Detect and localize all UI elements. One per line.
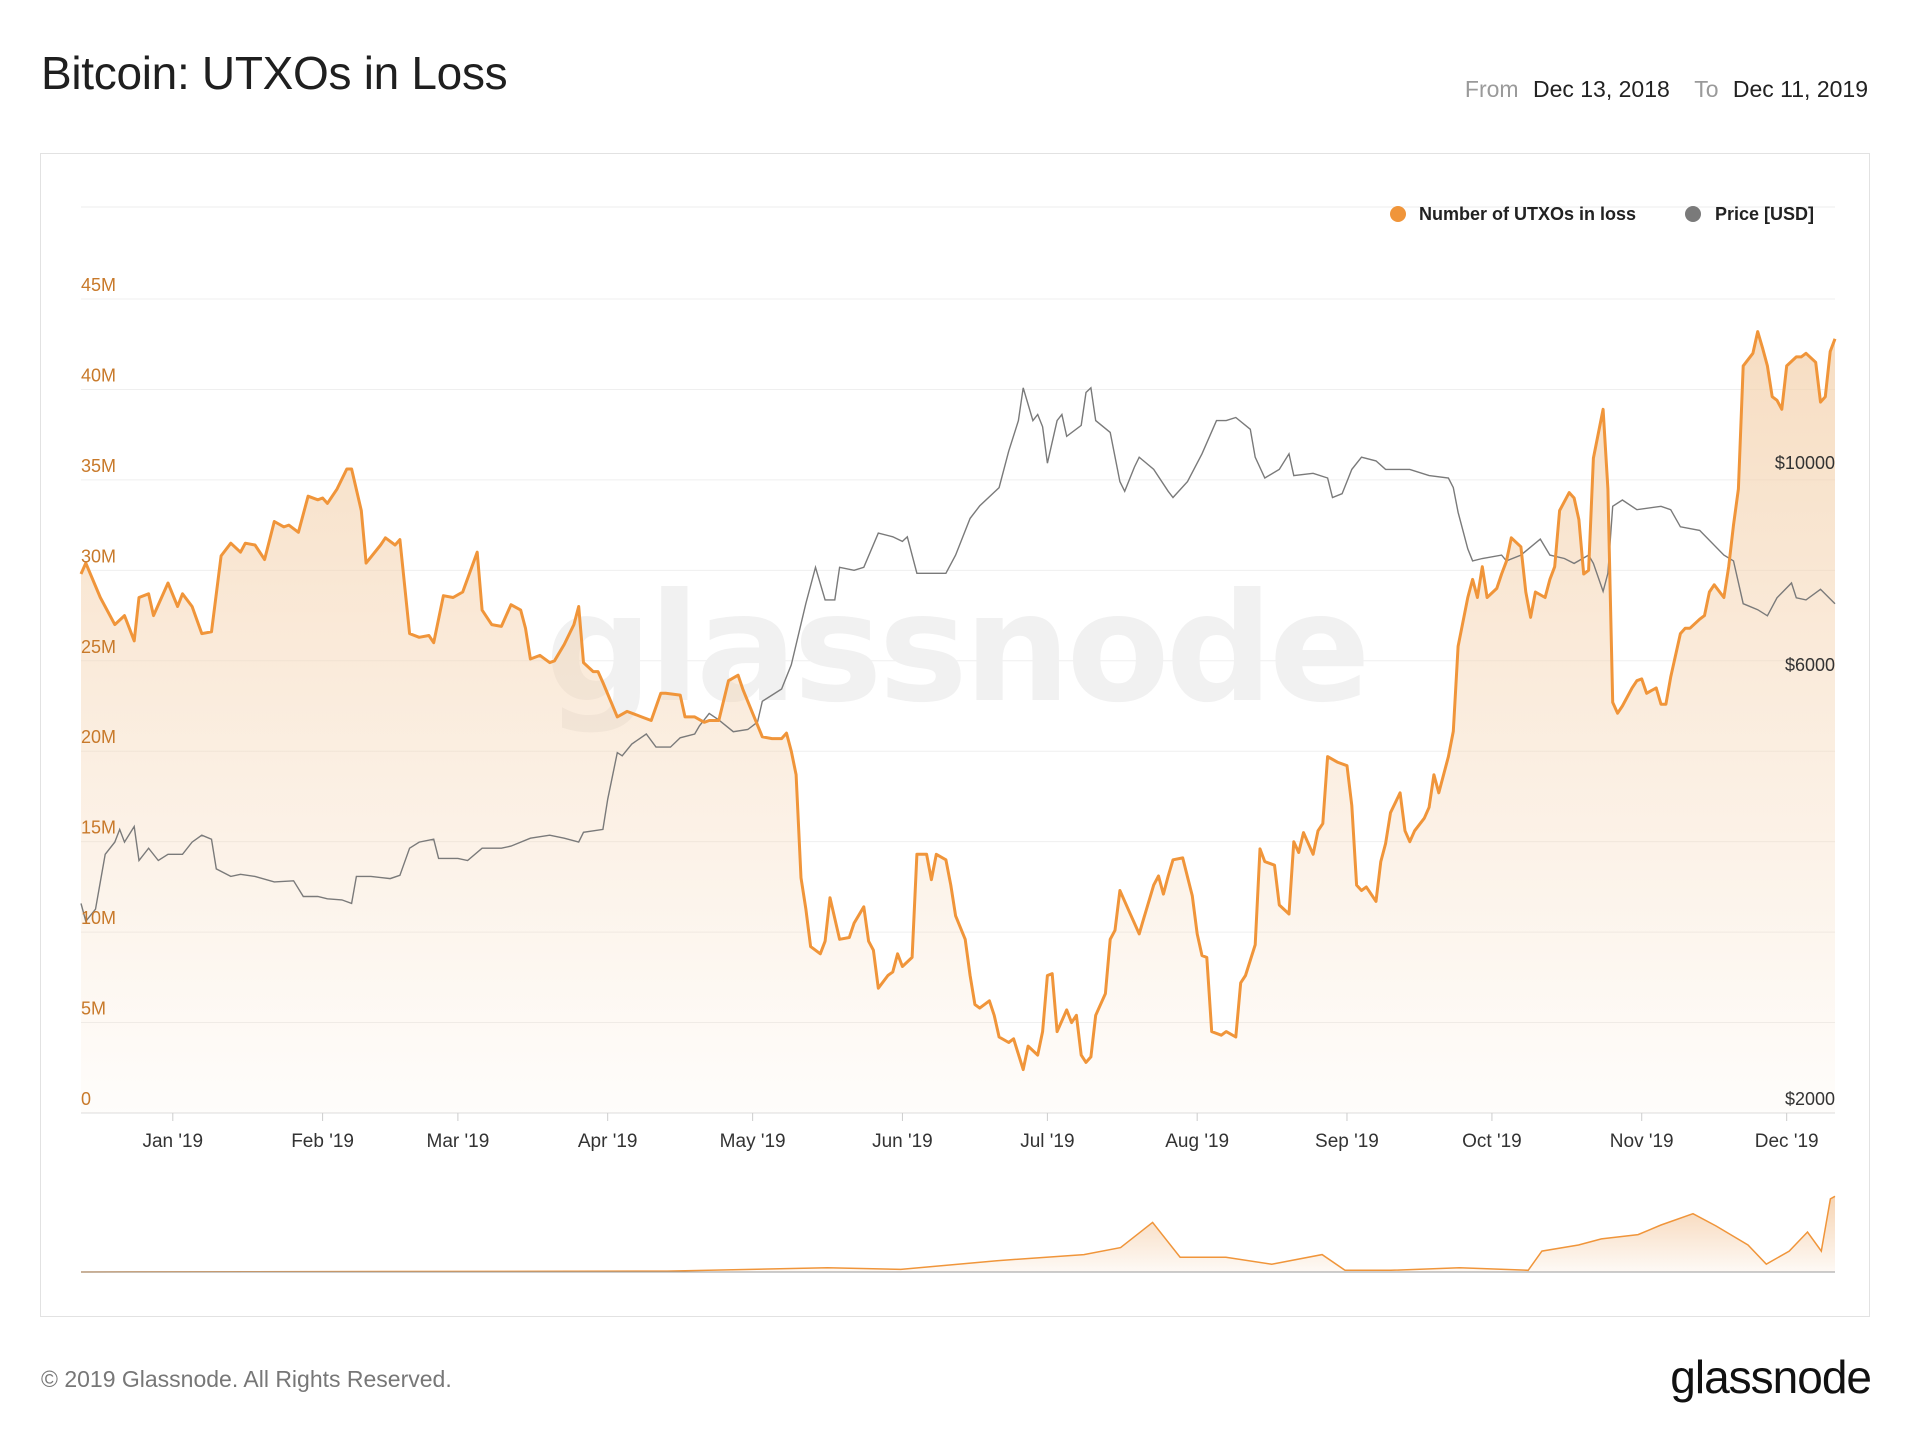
x-tick-label: Nov '19 bbox=[1610, 1131, 1674, 1152]
to-label: To bbox=[1694, 76, 1719, 102]
x-tick-label: Jun '19 bbox=[872, 1131, 933, 1152]
y-left-tick-label: 45M bbox=[81, 275, 116, 295]
y-left-tick-label: 25M bbox=[81, 637, 116, 657]
utxo-area bbox=[81, 331, 1835, 1114]
y-left-tick-label: 15M bbox=[81, 818, 116, 838]
legend-dot-utxos bbox=[1390, 206, 1406, 222]
y-right-tick-label: $10000 bbox=[1775, 453, 1835, 473]
y-left-tick-label: 5M bbox=[81, 999, 106, 1019]
y-left-tick-label: 20M bbox=[81, 727, 116, 747]
right-axis-labels: $2000 $6000 $10000 bbox=[1775, 453, 1835, 1109]
y-left-tick-label: 35M bbox=[81, 456, 116, 476]
x-tick-label: Sep '19 bbox=[1315, 1131, 1379, 1152]
from-date[interactable]: Dec 13, 2018 bbox=[1532, 76, 1670, 102]
to-date[interactable]: Dec 11, 2019 bbox=[1732, 76, 1868, 102]
legend-item-utxos[interactable]: Number of UTXOs in loss bbox=[1390, 204, 1636, 224]
date-range[interactable]: From Dec 13, 2018 To Dec 11, 2019 bbox=[1457, 76, 1868, 103]
navigator-line bbox=[80, 1195, 1836, 1273]
chart-container bbox=[40, 153, 1870, 1317]
legend: Number of UTXOs in loss Price [USD] bbox=[1390, 204, 1814, 224]
copyright: © 2019 Glassnode. All Rights Reserved. bbox=[41, 1366, 452, 1392]
x-tick-label: Apr '19 bbox=[578, 1131, 638, 1152]
y-right-tick-label: $2000 bbox=[1785, 1089, 1835, 1109]
left-axis-labels: 0 5M 10M 15M 20M 25M 30M 35M 40M 45M bbox=[81, 275, 116, 1109]
utxo-line[interactable] bbox=[79, 330, 1837, 1072]
y-left-tick-label: 30M bbox=[81, 546, 116, 566]
y-right-tick-label: $6000 bbox=[1785, 655, 1835, 675]
y-left-tick-label: 40M bbox=[81, 365, 116, 385]
page-title: Bitcoin: UTXOs in Loss bbox=[41, 47, 508, 99]
y-left-tick-label: 0 bbox=[81, 1089, 91, 1109]
x-tick-label: Feb '19 bbox=[291, 1131, 354, 1152]
navigator[interactable] bbox=[80, 1195, 1836, 1273]
legend-label-price: Price [USD] bbox=[1715, 204, 1814, 224]
x-axis: Jan '19 Feb '19 Mar '19 Apr '19 May '19 Jun '… bbox=[142, 1113, 1819, 1152]
legend-label-utxos: Number of UTXOs in loss bbox=[1419, 204, 1636, 224]
x-tick-label: Jan '19 bbox=[142, 1131, 203, 1152]
legend-item-price[interactable]: Price [USD] bbox=[1685, 204, 1814, 224]
from-label: From bbox=[1464, 76, 1519, 102]
x-tick-label: Mar '19 bbox=[427, 1131, 490, 1152]
legend-dot-price bbox=[1685, 206, 1701, 222]
glassnode-logo[interactable]: glassnode bbox=[1670, 1351, 1872, 1403]
x-tick-label: Jul '19 bbox=[1020, 1131, 1074, 1152]
x-tick-label: Aug '19 bbox=[1165, 1131, 1229, 1152]
x-tick-label: Dec '19 bbox=[1755, 1131, 1819, 1152]
price-line[interactable] bbox=[80, 386, 1836, 923]
x-tick-label: May '19 bbox=[720, 1131, 786, 1152]
y-left-tick-label: 10M bbox=[81, 908, 116, 928]
navigator-area bbox=[81, 1196, 1835, 1272]
x-tick-label: Oct '19 bbox=[1462, 1131, 1522, 1152]
